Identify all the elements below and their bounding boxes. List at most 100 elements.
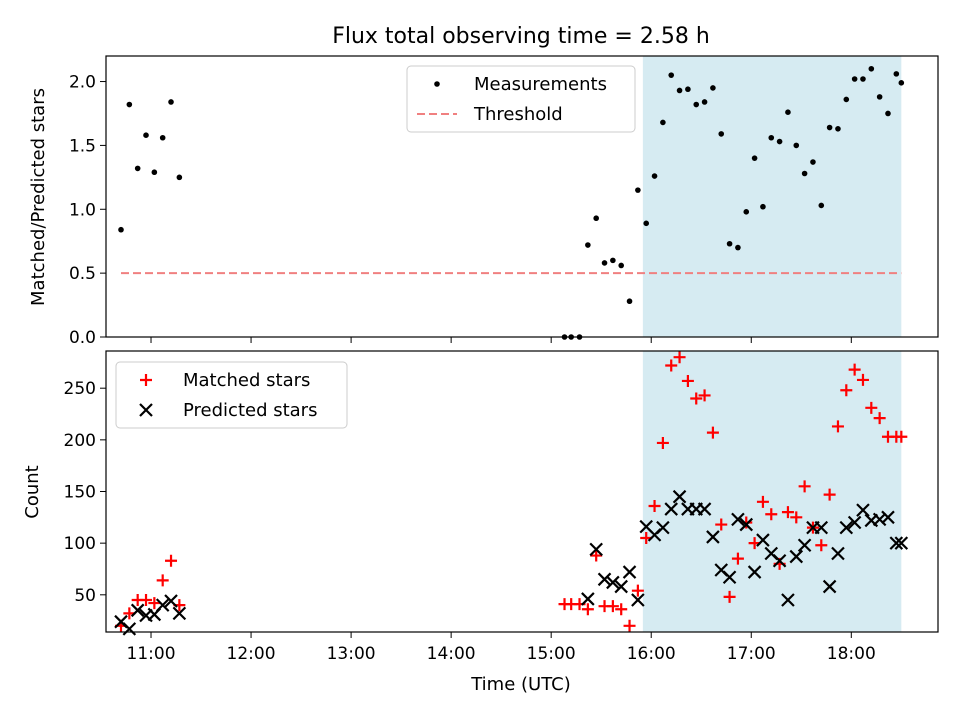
data-point xyxy=(140,593,153,606)
axes-frame xyxy=(105,55,939,338)
data-point xyxy=(151,169,158,176)
y-tick-label: 50 xyxy=(74,586,96,606)
y-tick-label: 2.0 xyxy=(69,73,96,93)
data-point xyxy=(835,126,841,132)
data-point xyxy=(581,592,595,606)
legend-label: Measurements xyxy=(474,74,607,95)
data-point xyxy=(676,87,683,94)
data-point xyxy=(790,511,803,524)
data-point xyxy=(697,502,712,516)
y-tick-label: 0.5 xyxy=(69,264,96,284)
data-point xyxy=(648,499,661,512)
series-measurements xyxy=(118,65,905,340)
data-point xyxy=(785,109,791,115)
y-tick-label: 100 xyxy=(64,534,96,554)
shaded-region xyxy=(642,56,902,337)
data-point xyxy=(164,594,178,608)
data-point xyxy=(585,242,591,248)
data-point xyxy=(610,257,616,264)
data-point xyxy=(894,536,909,550)
data-point xyxy=(760,203,766,210)
data-point xyxy=(172,606,187,621)
data-point xyxy=(731,552,744,565)
data-point xyxy=(810,159,816,165)
data-point xyxy=(623,619,636,632)
x-tick-label: 16:00 xyxy=(627,644,676,664)
data-point xyxy=(631,593,645,607)
data-point xyxy=(698,389,711,402)
data-point xyxy=(176,174,183,181)
y-axis-label-count: Count xyxy=(22,465,43,518)
data-point xyxy=(701,99,708,105)
data-point xyxy=(781,506,794,519)
data-point xyxy=(856,373,869,386)
data-point xyxy=(856,503,870,517)
data-point xyxy=(872,512,887,527)
axes-frame xyxy=(105,350,939,633)
count-panel: 50 100 150 200 250 11:00 12:00 13:00 14:00 15:00 1… xyxy=(64,350,939,664)
data-point xyxy=(622,565,637,579)
data-point xyxy=(130,603,145,618)
data-point xyxy=(815,539,828,552)
data-point xyxy=(581,603,594,616)
data-point xyxy=(889,536,904,550)
data-point xyxy=(718,131,725,137)
data-point xyxy=(743,209,750,215)
y-tick-label: 200 xyxy=(64,431,96,451)
x-tick-label: 18:00 xyxy=(827,644,876,664)
data-point xyxy=(756,495,769,508)
data-point xyxy=(593,215,599,222)
data-point xyxy=(818,202,825,209)
data-point xyxy=(851,76,858,82)
data-point xyxy=(155,598,170,612)
data-point xyxy=(801,170,808,177)
legend-box xyxy=(406,65,636,133)
data-point xyxy=(789,549,804,564)
x-tick-label: 15:00 xyxy=(527,644,576,664)
data-point xyxy=(865,401,878,414)
data-point xyxy=(165,554,178,567)
data-point xyxy=(597,572,612,587)
data-point xyxy=(614,579,628,594)
data-point xyxy=(590,549,603,562)
data-point xyxy=(798,480,811,493)
data-point xyxy=(848,363,861,376)
data-point xyxy=(589,542,603,557)
data-point xyxy=(606,575,620,590)
data-point xyxy=(735,244,741,251)
data-point xyxy=(756,533,770,547)
data-point xyxy=(723,590,736,603)
data-point xyxy=(156,574,169,587)
data-point xyxy=(831,546,845,561)
y-axis-label-ratio: Matched/Predicted stars xyxy=(28,88,49,306)
y-tick-label: 150 xyxy=(64,483,96,503)
data-point xyxy=(831,420,844,433)
data-point xyxy=(739,517,754,532)
data-point xyxy=(781,593,795,607)
data-point xyxy=(690,392,703,405)
data-point xyxy=(895,430,908,443)
data-point xyxy=(747,565,762,579)
data-point xyxy=(159,134,166,141)
chart-title: Flux total observing time = 2.58 h xyxy=(332,24,710,49)
data-point xyxy=(731,512,745,527)
x-tick-label: 14:00 xyxy=(427,644,476,664)
x-axis-label: Time (UTC) xyxy=(470,674,571,695)
data-point xyxy=(715,518,728,531)
y-tick-label: 0.0 xyxy=(69,328,96,348)
data-point xyxy=(606,600,619,613)
data-point xyxy=(840,384,853,397)
legend-label: Matched stars xyxy=(183,370,310,391)
data-point xyxy=(672,489,687,504)
y-tick-label: 1.5 xyxy=(69,136,96,156)
data-point xyxy=(656,520,670,535)
legend-marker xyxy=(139,403,153,417)
data-point xyxy=(881,510,895,525)
data-point xyxy=(772,553,787,568)
data-point xyxy=(643,220,650,227)
ratio-panel: 0.0 0.5 1.0 1.5 2.0 Measurements Threshold xyxy=(69,55,939,348)
y-tick-label: 250 xyxy=(64,379,96,399)
data-point xyxy=(618,262,625,269)
data-point xyxy=(601,260,608,266)
data-point xyxy=(168,99,174,105)
